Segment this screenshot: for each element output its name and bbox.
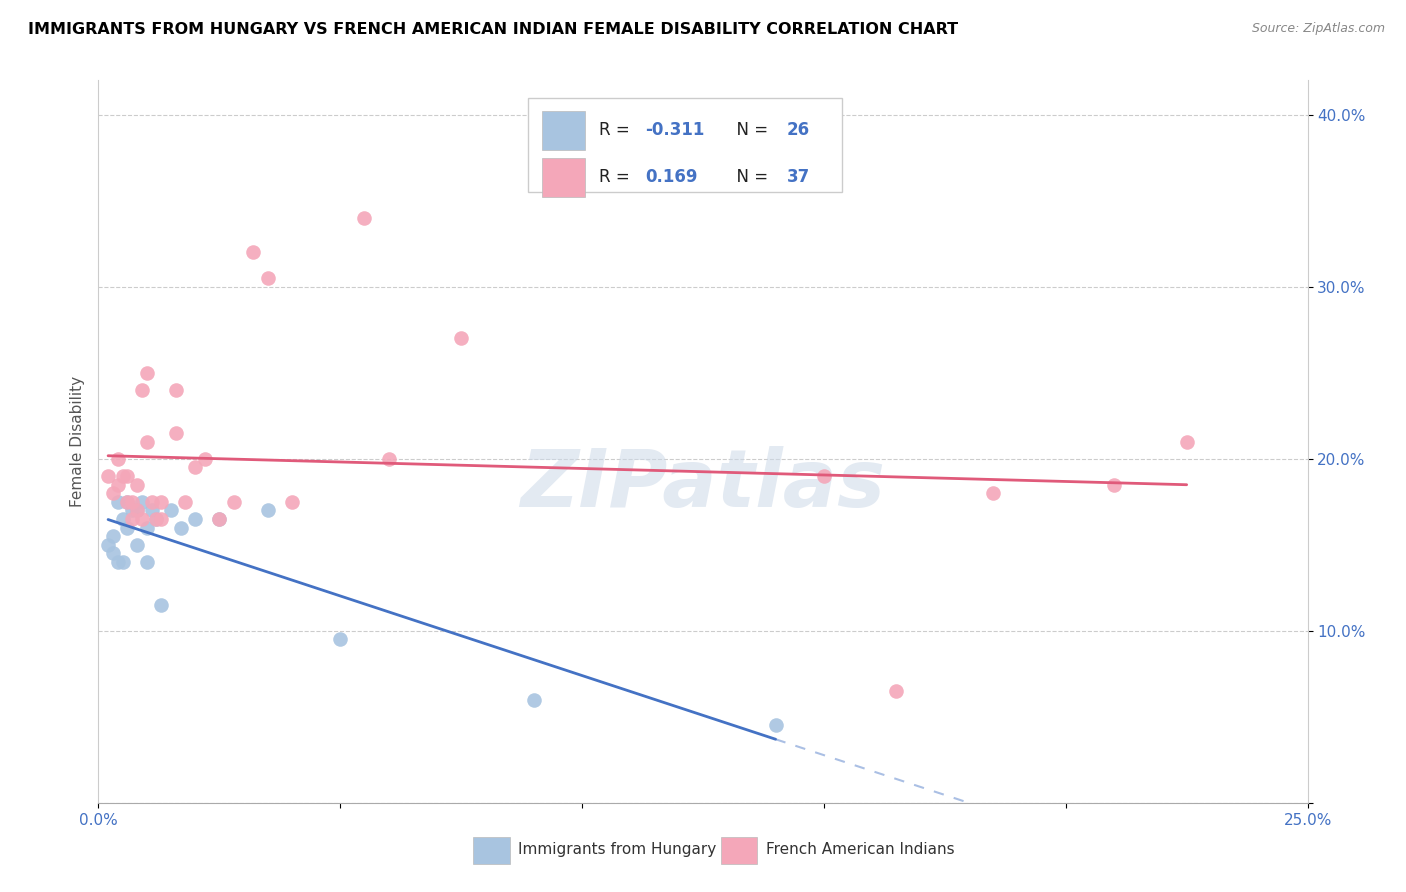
Point	[450, 331, 472, 345]
Point	[107, 494, 129, 508]
Point	[813, 469, 835, 483]
Point	[127, 503, 149, 517]
Point	[107, 555, 129, 569]
Point	[165, 425, 187, 440]
Point	[886, 684, 908, 698]
Point	[135, 520, 157, 534]
Point	[117, 494, 139, 508]
Point	[107, 477, 129, 491]
Point	[169, 520, 191, 534]
Text: 26: 26	[786, 121, 810, 139]
Point	[131, 512, 153, 526]
Y-axis label: Female Disability: Female Disability	[69, 376, 84, 508]
Point	[1175, 434, 1198, 449]
Point	[111, 555, 134, 569]
Point	[150, 598, 173, 612]
Point	[981, 486, 1004, 500]
Text: 0.169: 0.169	[645, 169, 697, 186]
Point	[121, 512, 143, 526]
Text: R =: R =	[599, 169, 640, 186]
Point	[145, 512, 167, 526]
Point	[523, 692, 546, 706]
Point	[127, 538, 149, 552]
Point	[256, 271, 278, 285]
Point	[135, 434, 157, 449]
Point	[765, 718, 787, 732]
Point	[242, 245, 264, 260]
Point	[165, 383, 187, 397]
Point	[145, 512, 167, 526]
Point	[150, 512, 173, 526]
Point	[111, 512, 134, 526]
Point	[111, 469, 134, 483]
Text: French American Indians: French American Indians	[766, 842, 955, 857]
Text: IMMIGRANTS FROM HUNGARY VS FRENCH AMERICAN INDIAN FEMALE DISABILITY CORRELATION : IMMIGRANTS FROM HUNGARY VS FRENCH AMERIC…	[28, 22, 959, 37]
Point	[160, 503, 183, 517]
Point	[117, 469, 139, 483]
Point	[135, 366, 157, 380]
Point	[117, 494, 139, 508]
Point	[131, 494, 153, 508]
FancyBboxPatch shape	[721, 837, 758, 864]
Point	[97, 469, 120, 483]
Point	[281, 494, 304, 508]
Point	[353, 211, 375, 225]
Text: 37: 37	[786, 169, 810, 186]
FancyBboxPatch shape	[543, 158, 585, 197]
Point	[184, 512, 207, 526]
Point	[184, 460, 207, 475]
Text: N =: N =	[725, 121, 773, 139]
Point	[208, 512, 231, 526]
Point	[121, 503, 143, 517]
Text: -0.311: -0.311	[645, 121, 704, 139]
FancyBboxPatch shape	[527, 98, 842, 193]
Point	[141, 503, 163, 517]
Point	[101, 546, 124, 560]
Point	[101, 529, 124, 543]
Point	[329, 632, 352, 647]
Text: Source: ZipAtlas.com: Source: ZipAtlas.com	[1251, 22, 1385, 36]
Point	[208, 512, 231, 526]
Point	[150, 494, 173, 508]
Point	[174, 494, 197, 508]
Point	[377, 451, 399, 466]
Text: R =: R =	[599, 121, 636, 139]
Point	[121, 494, 143, 508]
Text: N =: N =	[725, 169, 773, 186]
Point	[194, 451, 217, 466]
Point	[117, 520, 139, 534]
FancyBboxPatch shape	[543, 111, 585, 151]
Point	[135, 555, 157, 569]
Point	[131, 383, 153, 397]
Text: Immigrants from Hungary: Immigrants from Hungary	[517, 842, 716, 857]
Text: ZIPatlas: ZIPatlas	[520, 446, 886, 524]
FancyBboxPatch shape	[474, 837, 509, 864]
Point	[141, 494, 163, 508]
Point	[222, 494, 245, 508]
Point	[256, 503, 278, 517]
Point	[127, 503, 149, 517]
Point	[127, 477, 149, 491]
Point	[97, 538, 120, 552]
Point	[101, 486, 124, 500]
Point	[107, 451, 129, 466]
Point	[1102, 477, 1125, 491]
